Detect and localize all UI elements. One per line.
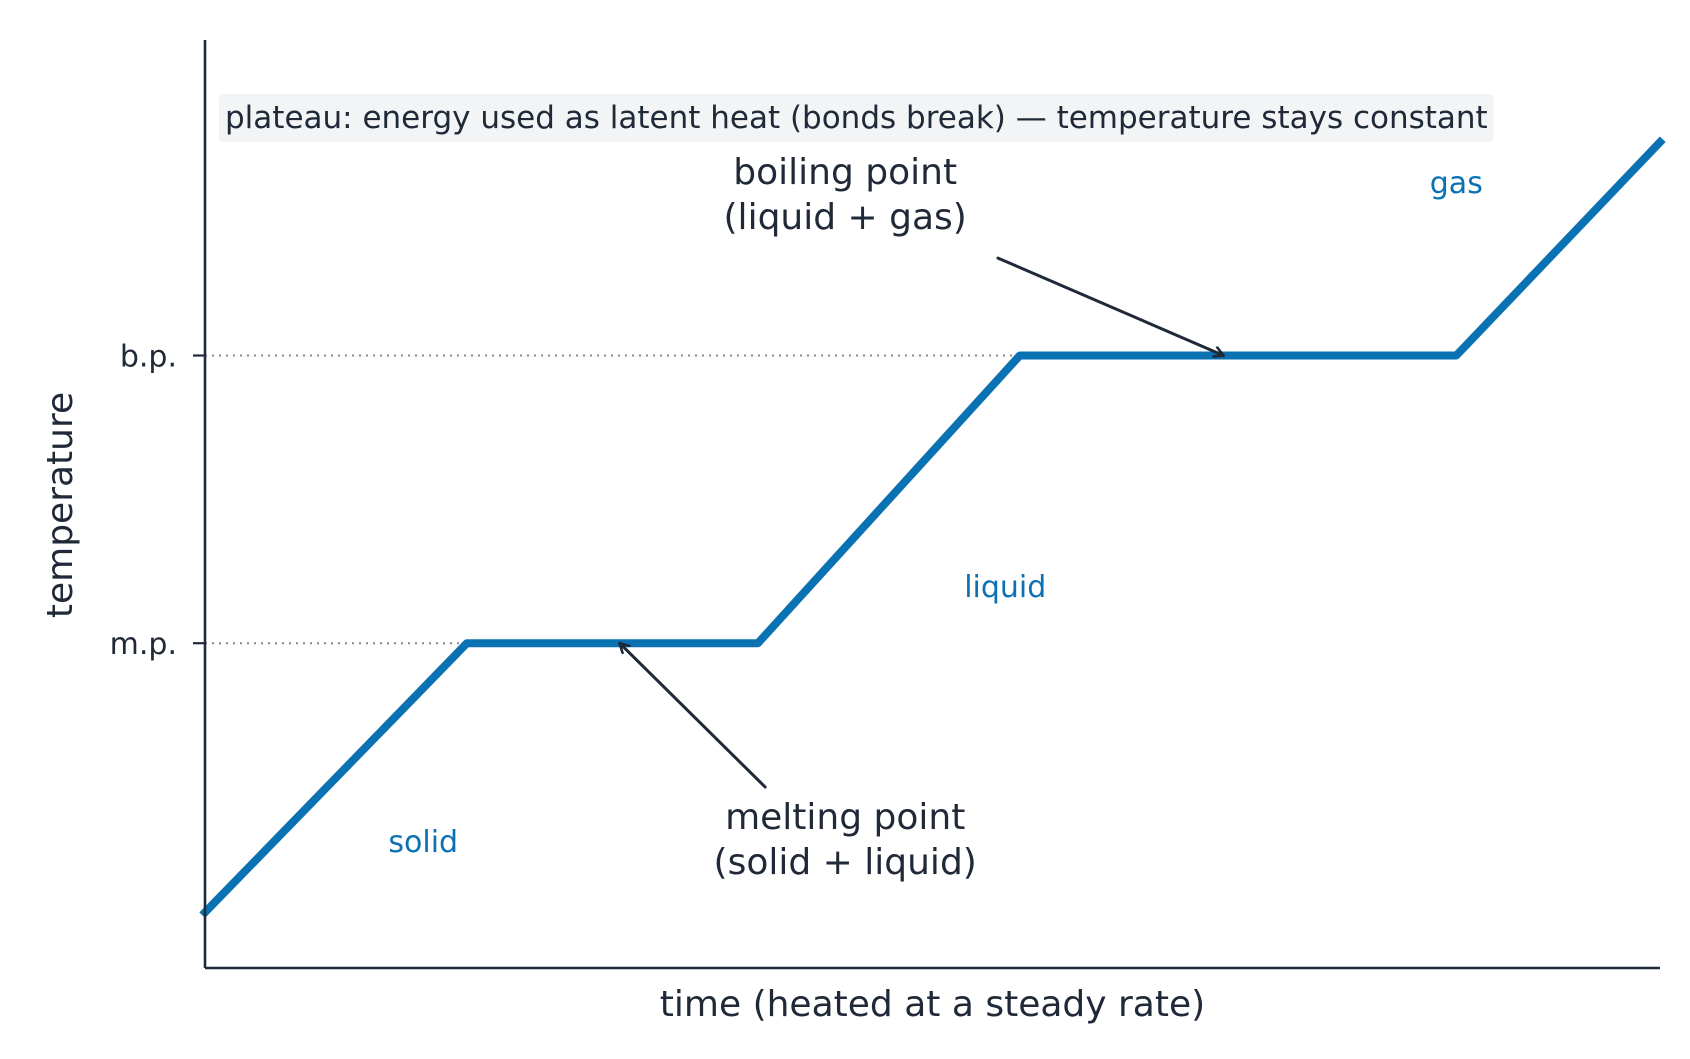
callout-2-line-2: (liquid + gas) — [724, 197, 967, 238]
annotations: melting point(solid + liquid) boiling poi… — [618, 152, 1225, 883]
phase-label-liquid: liquid — [964, 570, 1046, 605]
callout-2-line-1: boiling point — [733, 152, 957, 193]
phase-labels: solid liquid gas — [388, 166, 1482, 860]
y-tick-label-1: m.p. — [110, 627, 177, 662]
y-ticks: m.p. b.p. — [110, 340, 205, 662]
phase-label-solid: solid — [388, 825, 458, 860]
y-tick-label-2: b.p. — [120, 340, 177, 375]
plot-area: m.p. b.p. solid liquid gas melting point(so… — [110, 40, 1666, 970]
callout-2: boiling point(liquid + gas) — [724, 152, 1225, 356]
note-background — [219, 94, 1494, 142]
callout-1-line-1: melting point — [725, 797, 965, 838]
callout-arrow-1 — [618, 641, 767, 789]
temperature-curve — [199, 136, 1666, 918]
y-axis-title: temperature — [40, 392, 81, 618]
callout-1: melting point(solid + liquid) — [618, 641, 977, 883]
callout-1-line-2: (solid + liquid) — [714, 842, 977, 883]
note-text: plateau: energy used as latent heat (bon… — [225, 100, 1488, 136]
reference-lines — [205, 354, 1020, 645]
latent-heat-note: plateau: energy used as latent heat (bon… — [219, 94, 1494, 142]
callout-arrow-2 — [996, 256, 1225, 355]
phase-label-gas: gas — [1430, 166, 1483, 201]
x-axis-title: time (heated at a steady rate) — [660, 984, 1205, 1025]
